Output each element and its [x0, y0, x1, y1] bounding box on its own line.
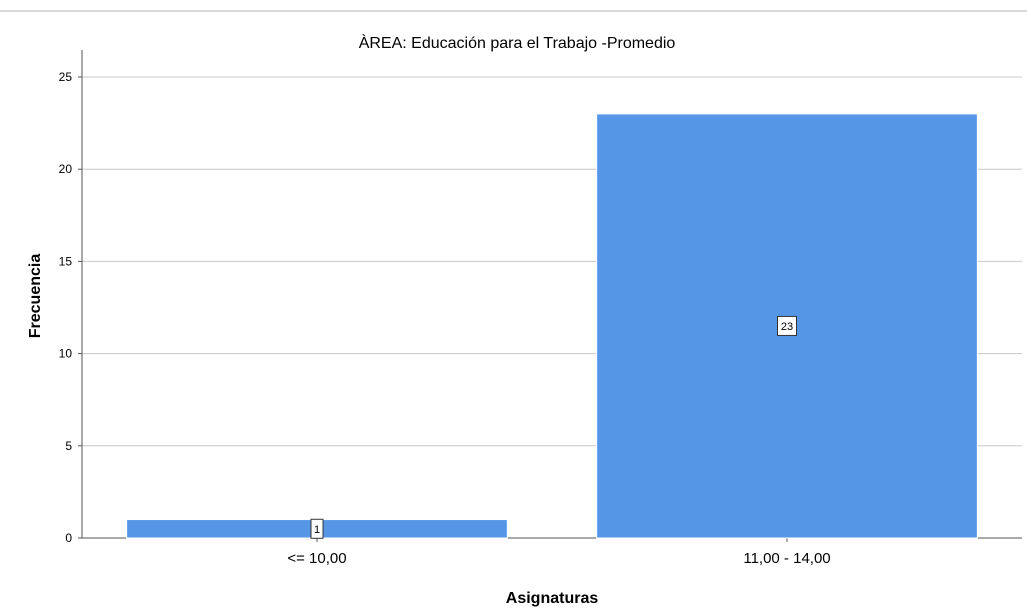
y-tick-label: 0: [65, 531, 72, 545]
y-tick-label: 5: [65, 439, 72, 453]
data-labels: 1 23: [310, 315, 797, 539]
y-axis: 0 5 10 15 20 25: [59, 50, 83, 545]
data-label: 1: [314, 524, 320, 536]
data-label-box: [777, 315, 797, 336]
x-axis: <= 10,00 11,00 - 14,00: [82, 537, 1022, 567]
top-divider: [0, 10, 1027, 12]
y-tick-label: 15: [59, 254, 73, 268]
bars: [126, 113, 978, 539]
data-label: 23: [781, 321, 793, 333]
data-label-box: [310, 518, 324, 539]
x-tick-label: 11,00 - 14,00: [743, 550, 830, 567]
y-tick-label: 10: [59, 347, 73, 361]
x-axis-title: Asignaturas: [506, 590, 599, 607]
chart-title: ÀREA: Educación para el Trabajo -Promedi…: [359, 33, 676, 52]
y-tick-label: 25: [59, 70, 73, 84]
x-tick-label: <= 10,00: [287, 550, 346, 567]
y-tick-label: 20: [59, 162, 73, 176]
y-axis-title: Frecuencia: [27, 254, 44, 339]
